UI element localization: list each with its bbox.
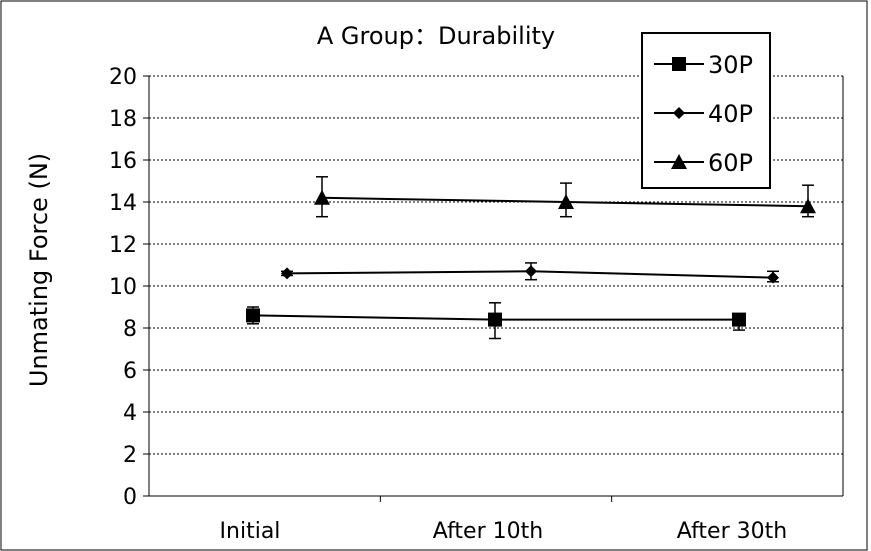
- data-point: [732, 312, 746, 327]
- data-point: [488, 312, 502, 327]
- legend-marker: [672, 57, 686, 71]
- legend-label: 60P: [708, 149, 753, 177]
- data-point: [281, 267, 293, 280]
- y-tick-label: 14: [109, 191, 137, 216]
- data-point: [800, 198, 816, 214]
- data-point: [246, 308, 260, 323]
- data-point: [314, 189, 330, 205]
- x-tick-label: After 30th: [677, 519, 787, 544]
- y-tick-label: 10: [109, 275, 137, 300]
- y-tick-label: 0: [123, 485, 137, 510]
- series-layer: [246, 176, 816, 340]
- y-tick-label: 6: [123, 359, 137, 384]
- series-30p: [246, 302, 746, 340]
- chart-title: A Group：Durability: [317, 22, 555, 50]
- legend-label: 40P: [708, 100, 753, 128]
- y-tick-label: 18: [109, 107, 137, 132]
- data-point: [558, 194, 574, 209]
- y-tick-label: 4: [123, 401, 137, 426]
- series-40p: [281, 262, 779, 284]
- x-tick-label: Initial: [220, 519, 281, 544]
- y-tick-label: 16: [109, 149, 137, 174]
- legend-label: 30P: [708, 51, 753, 79]
- legend-marker: [673, 107, 685, 119]
- axes-layer: 0 2 4 6 8 10 12 14 16 18 20 Initial After 10th After …: [109, 65, 844, 544]
- y-tick-label: 8: [123, 317, 137, 342]
- series-60p: [314, 176, 816, 218]
- legend: 30P 40P 60P: [641, 32, 771, 189]
- y-tick-label: 12: [109, 233, 137, 258]
- data-point: [525, 265, 537, 278]
- legend-marker: [671, 154, 687, 169]
- data-point: [767, 271, 779, 284]
- x-tick-label: After 10th: [433, 519, 543, 544]
- y-tick-label: 20: [109, 65, 137, 90]
- y-tick-label: 2: [123, 443, 137, 468]
- y-axis-label: Unmating Force (N): [25, 153, 53, 387]
